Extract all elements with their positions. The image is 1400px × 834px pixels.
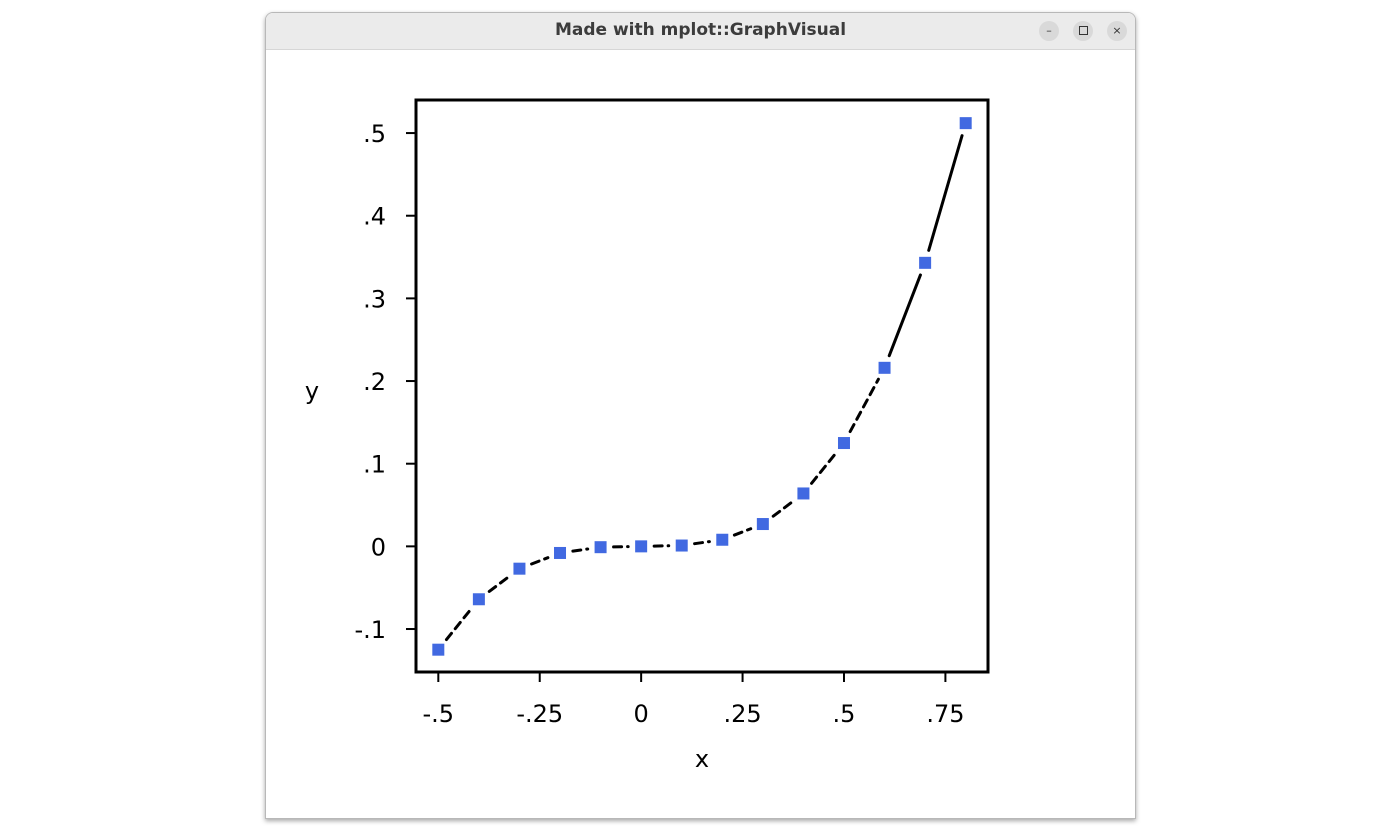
data-point — [756, 518, 769, 531]
y-tick-label: 0 — [371, 533, 386, 561]
series-line-segment — [848, 377, 880, 434]
data-point — [675, 539, 688, 552]
close-button[interactable]: × — [1107, 21, 1127, 41]
series-line-segment — [810, 451, 838, 485]
plot-area: -.5 -.25 0 .25 .5 .75 -.1 0 .1 .2 .3 .4 .5 x y — [266, 50, 1135, 818]
x-axis-label: x — [695, 745, 709, 773]
data-point — [472, 593, 485, 606]
data-point — [432, 643, 445, 656]
app-window: Made with mplot::GraphVisual – × -.5 -.25… — [265, 12, 1136, 819]
data-point — [878, 361, 891, 374]
series-line-segment — [571, 547, 590, 553]
series-line-segment — [693, 540, 711, 546]
data-point — [919, 256, 932, 269]
series-line-segment — [927, 134, 964, 252]
y-tick-label: .4 — [363, 203, 386, 231]
close-icon: × — [1112, 24, 1122, 37]
x-tick-label: 0 — [634, 700, 649, 728]
data-point — [635, 540, 648, 553]
x-tick-label: -.5 — [423, 700, 455, 728]
x-tick-label: .25 — [723, 700, 761, 728]
y-tick-label: .3 — [363, 285, 386, 313]
minimize-icon: – — [1046, 24, 1052, 37]
series-line-segment — [732, 527, 753, 537]
y-tick-label: .2 — [363, 368, 386, 396]
data-point — [797, 487, 810, 500]
x-tick-label: -.25 — [516, 700, 563, 728]
data-point — [959, 117, 972, 130]
chart: -.5 -.25 0 .25 .5 .75 -.1 0 .1 .2 .3 .4 .5 x y — [305, 98, 990, 773]
minimize-button[interactable]: – — [1039, 21, 1059, 41]
series-line-segment — [771, 499, 795, 518]
maximize-button[interactable] — [1073, 21, 1093, 41]
data-point — [554, 546, 567, 559]
title-bar[interactable]: Made with mplot::GraphVisual – × — [266, 13, 1135, 50]
series-line-segment — [444, 607, 473, 642]
data-point — [716, 533, 729, 546]
y-tick-label: .1 — [363, 451, 386, 479]
series-line-segment — [487, 575, 511, 593]
axis-ticks: -.5 -.25 0 .25 .5 .75 -.1 0 .1 .2 .3 .4 .5 — [354, 120, 964, 728]
series-markers — [432, 117, 972, 656]
y-axis-label: y — [305, 377, 319, 405]
x-tick-label: .75 — [926, 700, 964, 728]
y-tick-label: -.1 — [354, 616, 386, 644]
data-point — [513, 562, 526, 575]
axes-frame — [414, 98, 990, 674]
x-tick-label: .5 — [833, 700, 856, 728]
window-title: Made with mplot::GraphVisual — [554, 20, 847, 40]
y-tick-label: .5 — [363, 120, 386, 148]
maximize-icon — [1078, 25, 1088, 35]
data-point — [594, 541, 607, 554]
series-line-segment — [530, 556, 550, 566]
series-lines — [444, 134, 964, 642]
series-line-segment — [887, 273, 922, 358]
data-point — [837, 437, 850, 450]
